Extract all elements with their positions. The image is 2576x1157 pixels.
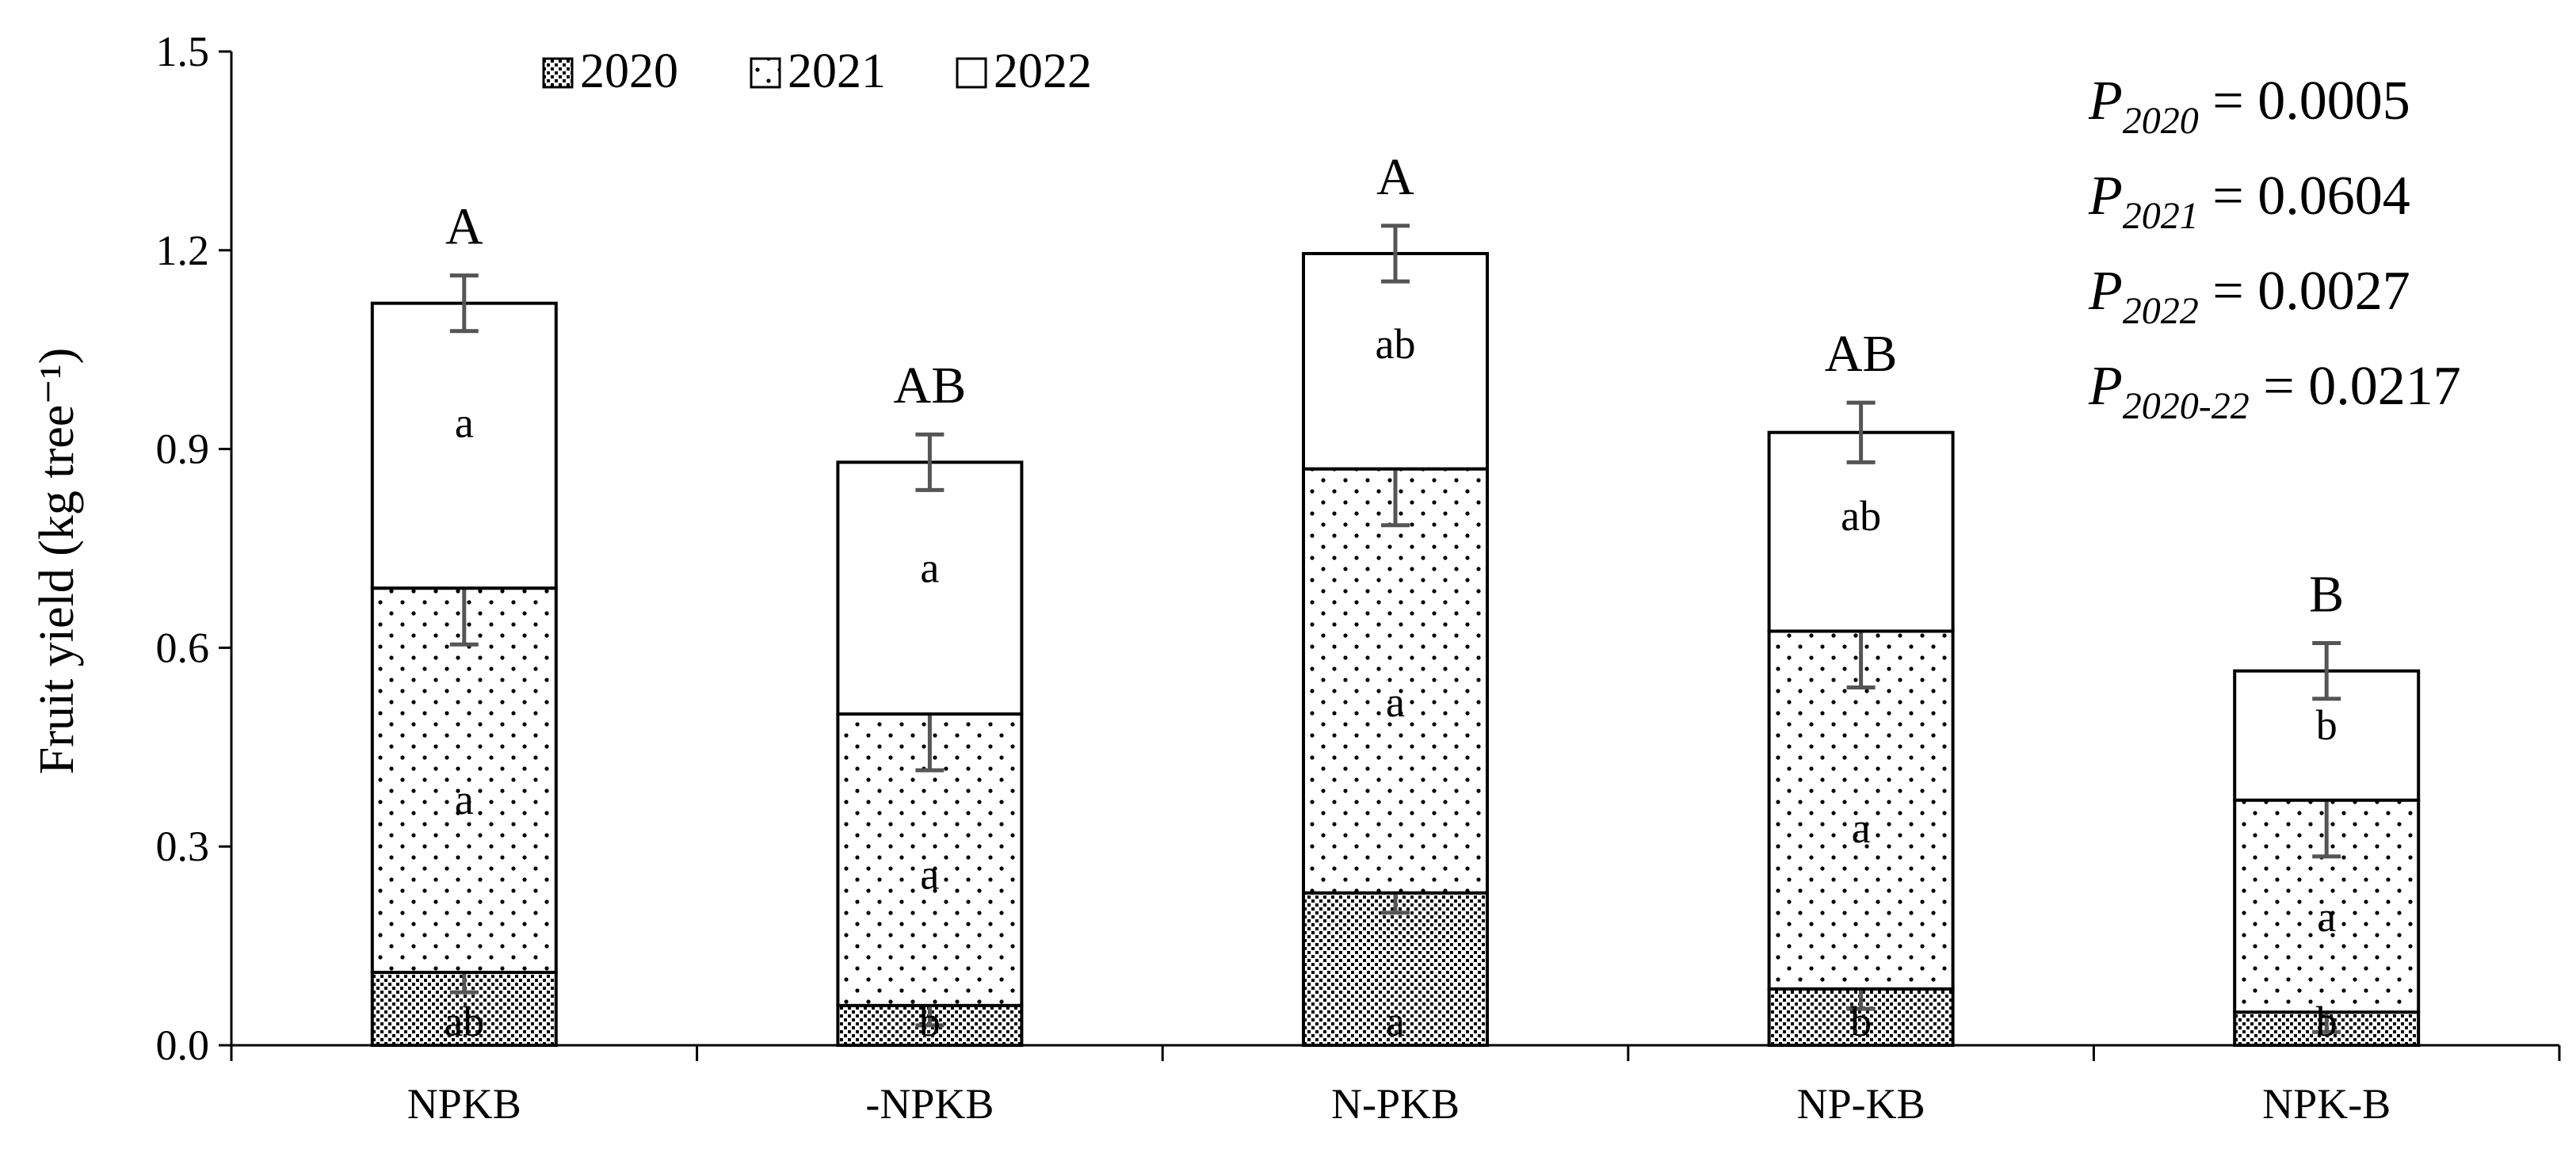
x-tick-label: -NPKB: [865, 1080, 994, 1128]
bar-segment-2022: [370, 301, 558, 590]
segment-letter-2020: a: [1386, 998, 1405, 1045]
p-value: = 0.0027: [2199, 261, 2410, 322]
p-value: = 0.0217: [2250, 356, 2461, 417]
y-tick-label: 0.6: [156, 624, 210, 671]
segment-letter-2022: a: [920, 544, 939, 592]
p-value: = 0.0005: [2199, 71, 2410, 132]
segment-letter-2021: a: [920, 850, 939, 898]
p-value-annotation: P2021 = 0.0604: [2088, 166, 2410, 237]
bar-segment-2020: [1302, 891, 1489, 1047]
y-tick-label: 1.2: [156, 227, 210, 274]
bar-segment-2022: [1302, 251, 1489, 471]
segment-letter-2022: ab: [1376, 320, 1416, 368]
segment-letter-2020: ab: [444, 998, 484, 1045]
legend-swatch-2022: [956, 57, 987, 89]
y-tick-label: 0.3: [156, 823, 210, 870]
x-tick-label: N-PKB: [1331, 1080, 1460, 1128]
p-subscript: 2022: [2123, 290, 2199, 332]
legend-label-2022: 2022: [994, 44, 1092, 98]
bar-segment-2021: [1767, 629, 1955, 991]
p-symbol: P: [2088, 261, 2123, 322]
y-tick-label: 0.0: [156, 1021, 210, 1069]
p-value-annotation: P2020 = 0.0005: [2088, 71, 2410, 142]
segment-letter-2020: b: [919, 998, 941, 1045]
legend: 2020 2021 2022: [542, 44, 1092, 98]
bar-segment-2022: [836, 460, 1024, 716]
total-letter: A: [1376, 148, 1414, 206]
segment-letter-2021: a: [1852, 804, 1871, 852]
p-symbol: P: [2088, 166, 2123, 227]
axes: 0.0 0.3 0.6 0.9 1.2 1.5 Fruit yield (kg tree⁻¹…: [30, 28, 2561, 1128]
legend-label-2021: 2021: [788, 44, 886, 98]
p-subscript: 2020-22: [2123, 385, 2250, 427]
legend-swatch-2020: [542, 57, 574, 89]
segment-letter-2022: b: [2316, 701, 2337, 749]
bars: [370, 223, 2421, 1048]
segment-letter-2020: b: [1850, 998, 1872, 1045]
x-tick-label: NPK-B: [2262, 1080, 2391, 1128]
bar-segment-2021: [1302, 467, 1489, 895]
segment-letter-2021: a: [2317, 893, 2336, 941]
total-letter: AB: [1825, 325, 1898, 383]
total-letter: B: [2309, 566, 2344, 624]
y-tick-label: 1.5: [156, 28, 210, 75]
legend-label-2020: 2020: [580, 44, 678, 98]
segment-letter-2022: a: [455, 399, 474, 447]
p-value-annotation: P2020-22 = 0.0217: [2088, 356, 2461, 427]
segment-letter-2020: b: [2316, 998, 2337, 1045]
segment-letter-2021: a: [455, 776, 474, 823]
y-tick-label: 0.9: [156, 426, 210, 473]
p-subscript: 2021: [2123, 195, 2199, 237]
p-value: = 0.0604: [2199, 166, 2410, 227]
p-symbol: P: [2088, 356, 2123, 417]
total-letter: A: [445, 198, 483, 256]
segment-letter-2022: ab: [1841, 492, 1881, 540]
legend-swatch-2021: [750, 57, 781, 89]
x-tick-label: NPKB: [407, 1080, 521, 1128]
p-value-annotation: P2022 = 0.0027: [2088, 261, 2410, 332]
y-axis-label: Fruit yield (kg tree⁻¹): [30, 348, 84, 775]
p-symbol: P: [2088, 71, 2123, 132]
segment-letter-2021: a: [1386, 678, 1405, 726]
x-tick-label: NP-KB: [1797, 1080, 1925, 1128]
bar-segment-2021: [370, 586, 558, 975]
bar-segment-2022: [1767, 430, 1955, 633]
p-subscript: 2020: [2123, 100, 2199, 142]
total-letter: AB: [894, 357, 967, 414]
